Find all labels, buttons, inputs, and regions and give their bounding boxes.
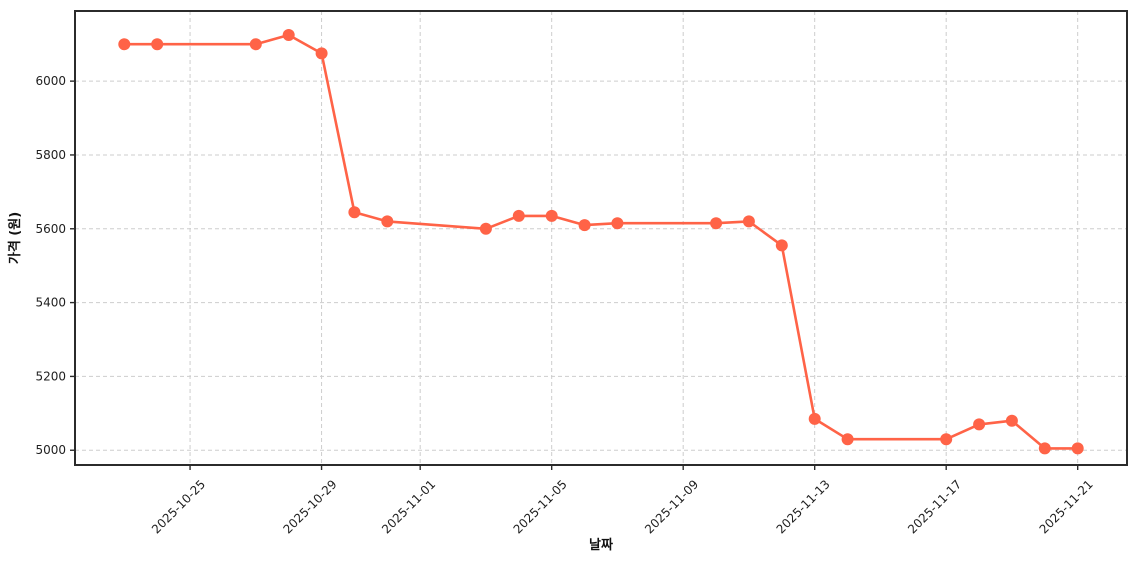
data-point-2025-11-03 bbox=[479, 222, 492, 235]
data-point-2025-11-04 bbox=[512, 209, 525, 222]
data-point-2025-10-23 bbox=[118, 38, 131, 51]
data-point-2025-11-06 bbox=[578, 219, 591, 232]
data-point-2025-11-11 bbox=[742, 215, 755, 228]
data-point-2025-10-28 bbox=[282, 29, 295, 41]
y-axis-label: 가격 (원) bbox=[8, 212, 23, 264]
data-point-2025-11-21 bbox=[1071, 442, 1084, 455]
x-axis-label: 날짜 bbox=[589, 537, 613, 553]
y-tick-label-5: 6000 bbox=[35, 74, 66, 88]
data-point-2025-11-05 bbox=[545, 209, 558, 222]
data-point-2025-11-14 bbox=[841, 433, 854, 446]
data-point-2025-10-27 bbox=[249, 38, 262, 51]
y-tick-label-4: 5800 bbox=[35, 148, 66, 162]
price-line bbox=[123, 33, 1079, 450]
data-point-2025-11-10 bbox=[710, 217, 723, 230]
y-tick-label-3: 5600 bbox=[35, 222, 66, 236]
data-point-2025-11-12 bbox=[775, 239, 788, 252]
plot-border bbox=[74, 10, 1128, 466]
y-tick-label-1: 5200 bbox=[35, 369, 66, 383]
data-point-2025-10-24 bbox=[151, 38, 164, 51]
y-tick-label-0: 5000 bbox=[35, 443, 66, 457]
data-point-2025-11-17 bbox=[940, 433, 953, 446]
data-point-2025-11-07 bbox=[611, 217, 624, 230]
data-point-2025-10-31 bbox=[381, 215, 394, 228]
data-point-2025-10-30 bbox=[348, 206, 361, 219]
y-tick-label-2: 5400 bbox=[35, 296, 66, 310]
data-point-2025-10-29 bbox=[315, 47, 328, 60]
data-point-2025-11-13 bbox=[808, 412, 821, 425]
data-point-2025-11-19 bbox=[1005, 414, 1018, 427]
data-point-2025-11-20 bbox=[1038, 442, 1051, 455]
data-point-2025-11-18 bbox=[973, 418, 986, 431]
